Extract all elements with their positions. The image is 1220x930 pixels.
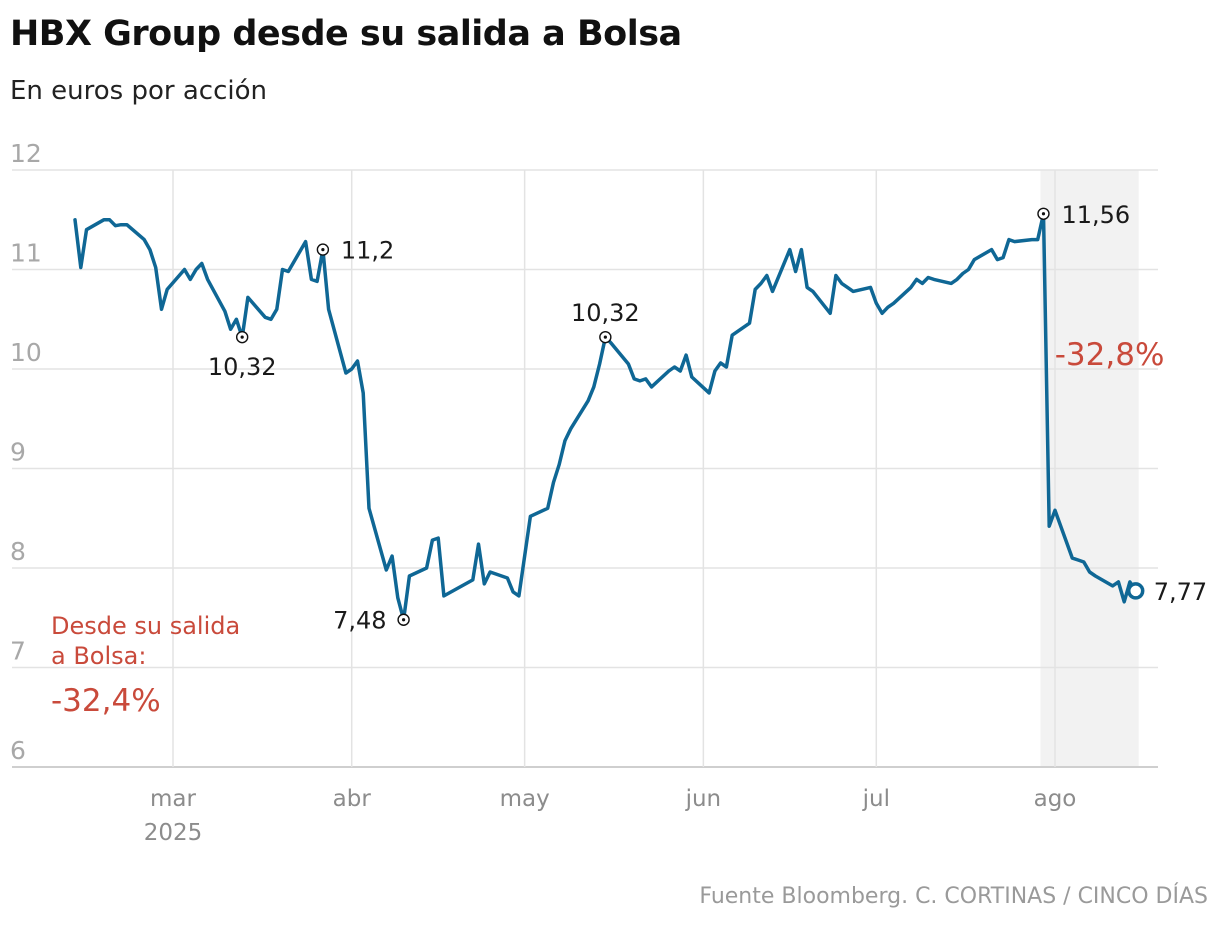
price-line (73, 212, 1138, 622)
chart-subtitle: En euros por acción (10, 76, 267, 106)
annotation-label: 10,32 (208, 353, 277, 381)
summary-value: -32,4% (51, 683, 161, 719)
annotation-label: 7,48 (333, 607, 386, 635)
annotation-label: 11,2 (341, 237, 394, 265)
annotation-marker-dot (603, 335, 607, 339)
y-tick-label: 10 (10, 338, 42, 367)
annotation-label: 7,77 (1154, 578, 1207, 606)
end-point-marker (1126, 582, 1145, 600)
line-chart: 6 7 8 9 10 11 12 mar 2025 abr may jun jul ago -32,8% 1… (10, 139, 1207, 846)
y-tick-label: 9 (10, 438, 26, 467)
x-tick-label: may (500, 786, 550, 812)
summary-label-line2: a Bolsa: (51, 642, 146, 670)
chart-title: HBX Group desde su salida a Bolsa (10, 14, 682, 54)
annotation-label: 11,56 (1061, 201, 1130, 229)
x-tick-label: abr (333, 786, 372, 812)
annotation-marker-dot (1041, 212, 1046, 216)
x-tick-label: mar (150, 786, 196, 812)
y-tick-label: 12 (10, 139, 42, 168)
y-tick-label: 11 (10, 239, 42, 268)
annotation-marker-dot (240, 335, 244, 339)
x-tick-year-label: 2025 (144, 820, 203, 846)
annotation-label: 10,32 (571, 299, 640, 327)
y-tick-label: 8 (10, 537, 26, 566)
y-tick-label: 7 (10, 637, 26, 666)
summary-label-line1: Desde su salida (51, 612, 240, 640)
source-credit: Fuente Bloomberg. C. CORTINAS / CINCO DÍ… (699, 884, 1208, 909)
x-tick-label: ago (1034, 786, 1077, 812)
x-tick-label: jul (862, 786, 890, 812)
x-tick-label: jun (685, 786, 722, 812)
annotation-marker-dot (401, 618, 406, 622)
annotation-marker-dot (321, 248, 325, 252)
highlight-change-label: -32,8% (1055, 337, 1165, 373)
y-tick-label: 6 (10, 736, 26, 765)
